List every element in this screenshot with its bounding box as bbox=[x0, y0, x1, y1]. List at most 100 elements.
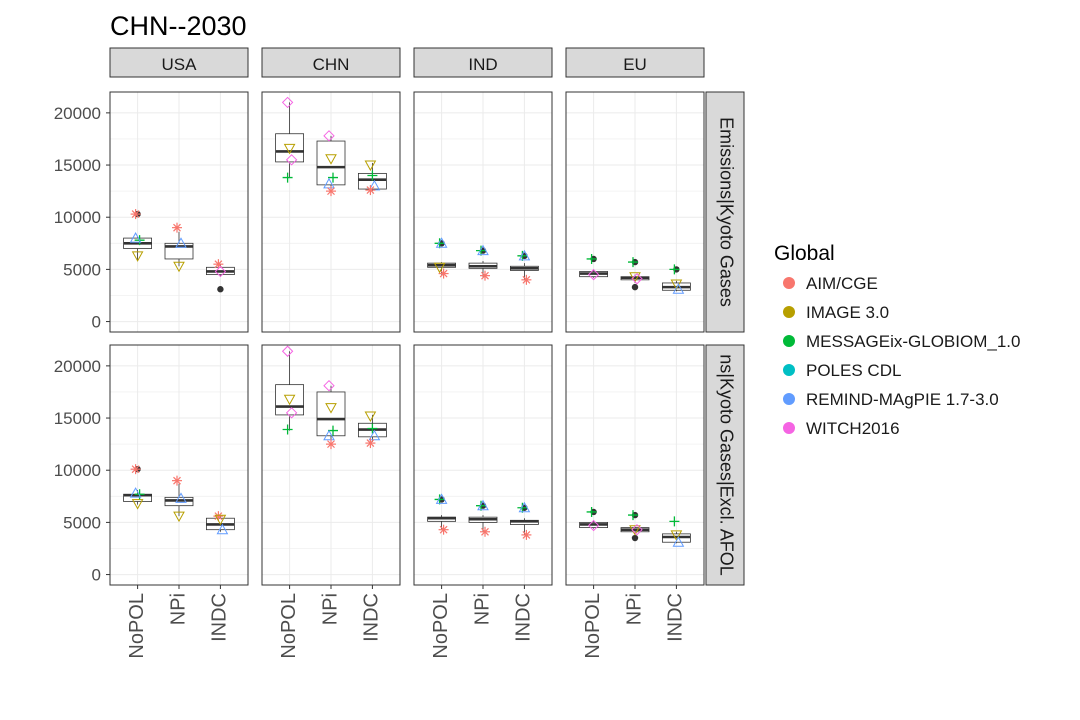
panel-ind-row1 bbox=[413, 91, 553, 333]
data-point-image-3-0 bbox=[670, 530, 683, 541]
panel-border bbox=[413, 91, 553, 333]
x-tick-label: INDC bbox=[361, 593, 383, 642]
row-strip bbox=[705, 344, 745, 586]
data-point-remind-magpie-1-7-3-0 bbox=[672, 536, 685, 547]
data-point-image-3-0 bbox=[433, 262, 446, 274]
y-tick-label: 20000 bbox=[54, 104, 101, 123]
data-point-witch2016 bbox=[587, 268, 600, 281]
facet-strip-label: IND bbox=[468, 55, 497, 74]
facet-strip-chn bbox=[261, 47, 401, 78]
data-point-witch2016 bbox=[587, 519, 600, 532]
data-point-remind-magpie-1-7-3-0 bbox=[129, 487, 142, 498]
row-strip bbox=[705, 91, 745, 333]
legend-title: Global bbox=[774, 242, 835, 265]
data-point-remind-magpie-1-7-3-0 bbox=[175, 237, 187, 248]
outlier-point bbox=[631, 534, 639, 542]
panel-border bbox=[565, 91, 705, 333]
data-point-image-3-0 bbox=[629, 272, 641, 283]
data-point-aim-cge bbox=[438, 268, 449, 279]
legend-swatch bbox=[783, 335, 795, 347]
data-point-image-3-0 bbox=[364, 411, 377, 422]
legend-label: IMAGE 3.0 bbox=[806, 303, 889, 322]
data-point-image-3-0 bbox=[325, 154, 337, 165]
data-point-image-3-0 bbox=[283, 143, 296, 155]
panel-chn-row1 bbox=[261, 91, 401, 333]
legend-label: REMIND-MAgPIE 1.7-3.0 bbox=[806, 390, 999, 409]
x-tick-label: NoPOL bbox=[582, 593, 604, 659]
data-point-remind-magpie-1-7-3-0 bbox=[672, 283, 685, 294]
panels-layer: USA CHN IND EU Emissions|Kyoto Gases ns|Kyoto… bbox=[54, 47, 745, 659]
data-point-witch2016 bbox=[281, 96, 294, 109]
data-point-image-3-0 bbox=[283, 394, 296, 406]
y-tick-label: 0 bbox=[92, 566, 101, 585]
data-point-witch2016 bbox=[323, 130, 335, 142]
data-point-messageix-globiom-1-0 bbox=[434, 494, 445, 505]
data-point-messageix-globiom-1-0 bbox=[476, 500, 486, 511]
x-tick-label: NPi bbox=[319, 593, 341, 625]
data-point-aim-cge bbox=[365, 438, 376, 449]
data-point-aim-cge bbox=[326, 439, 336, 450]
legend-label: POLES CDL bbox=[806, 361, 901, 380]
data-point-remind-magpie-1-7-3-0 bbox=[129, 232, 142, 243]
data-point-messageix-globiom-1-0 bbox=[434, 238, 445, 249]
data-point-remind-magpie-1-7-3-0 bbox=[323, 177, 335, 189]
data-point-remind-magpie-1-7-3-0 bbox=[368, 429, 381, 441]
data-point-remind-magpie-1-7-3-0 bbox=[435, 237, 448, 248]
data-point-aim-cge bbox=[438, 524, 449, 535]
facet-strip-ind bbox=[413, 47, 553, 78]
data-point-remind-magpie-1-7-3-0 bbox=[175, 492, 187, 503]
panel-usa-row2 bbox=[109, 344, 249, 586]
panel-usa-row1 bbox=[109, 91, 249, 333]
data-point-image-3-0 bbox=[325, 403, 337, 414]
x-tick-label: INDC bbox=[209, 593, 231, 642]
data-point-messageix-globiom-1-0 bbox=[367, 170, 378, 181]
facet-strip-usa bbox=[109, 47, 249, 78]
data-point-messageix-globiom-1-0 bbox=[586, 253, 597, 264]
data-point-messageix-globiom-1-0 bbox=[328, 172, 338, 183]
data-point-messageix-globiom-1-0 bbox=[367, 423, 378, 434]
y-tick-label: 5000 bbox=[63, 513, 101, 532]
data-point-aim-cge bbox=[521, 529, 532, 540]
panel-ind-row2 bbox=[413, 344, 553, 586]
x-tick-label: NoPOL bbox=[126, 593, 148, 659]
panel-border bbox=[109, 91, 249, 333]
chart-title: CHN--2030 bbox=[110, 11, 247, 41]
data-point-messageix-globiom-1-0 bbox=[669, 264, 680, 275]
legend-swatch bbox=[783, 364, 795, 376]
data-point-messageix-globiom-1-0 bbox=[628, 257, 638, 268]
data-point-aim-cge bbox=[521, 274, 532, 285]
data-point-aim-cge bbox=[480, 270, 490, 281]
data-point-remind-magpie-1-7-3-0 bbox=[216, 523, 229, 535]
data-point-remind-magpie-1-7-3-0 bbox=[518, 501, 531, 513]
data-point-aim-cge bbox=[480, 526, 490, 537]
panel-eu-row2 bbox=[565, 344, 705, 586]
row-strip-label: Emissions|Kyoto Gases bbox=[716, 117, 736, 307]
legend-swatch bbox=[783, 422, 795, 434]
data-point-messageix-globiom-1-0 bbox=[282, 424, 293, 435]
data-point-witch2016 bbox=[285, 154, 298, 166]
legend-swatch bbox=[783, 277, 795, 289]
data-point-witch2016 bbox=[214, 265, 227, 278]
y-tick-label: 5000 bbox=[63, 260, 101, 279]
y-tick-label: 0 bbox=[92, 313, 101, 332]
data-point-witch2016 bbox=[631, 273, 643, 285]
y-tick-label: 15000 bbox=[54, 409, 101, 428]
x-tick-label: NPi bbox=[471, 593, 493, 625]
data-point-aim-cge bbox=[172, 475, 182, 486]
data-point-image-3-0 bbox=[173, 261, 185, 273]
x-tick-label: NoPOL bbox=[430, 593, 452, 659]
data-point-aim-cge bbox=[365, 185, 376, 196]
data-point-messageix-globiom-1-0 bbox=[517, 502, 528, 513]
data-point-messageix-globiom-1-0 bbox=[669, 516, 680, 527]
facet-strip-eu bbox=[565, 47, 705, 78]
facet-strip-label: EU bbox=[623, 55, 647, 74]
y-tick-label: 10000 bbox=[54, 208, 101, 227]
box-nopol bbox=[275, 133, 305, 163]
y-tick-label: 15000 bbox=[54, 156, 101, 175]
legend-label: AIM/CGE bbox=[806, 274, 878, 293]
data-point-witch2016 bbox=[281, 345, 294, 357]
data-point-messageix-globiom-1-0 bbox=[282, 172, 293, 183]
x-tick-label: NPi bbox=[167, 593, 189, 625]
data-point-witch2016 bbox=[285, 407, 298, 419]
